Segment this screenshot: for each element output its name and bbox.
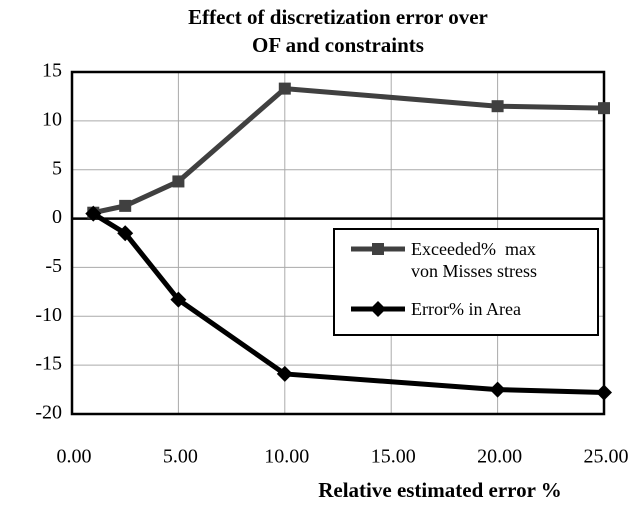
plot-frame	[70, 70, 606, 416]
legend: Exceeded% max von Misses stress Error% in…	[333, 228, 599, 336]
series-line	[91, 211, 605, 396]
marker	[491, 100, 504, 113]
marker	[172, 175, 185, 188]
y-tick-label: 10	[42, 108, 62, 130]
chart-title: OF and constraints	[252, 33, 424, 57]
legend-entry: Exceeded% max von Misses stress	[349, 238, 566, 282]
y-tick-label: -15	[35, 353, 62, 375]
marker	[489, 381, 506, 398]
x-tick-label: 10.00	[264, 446, 309, 468]
marker	[278, 82, 291, 95]
marker	[370, 301, 386, 317]
y-tick-label: -10	[35, 304, 62, 326]
x-tick-label: 15.00	[371, 446, 416, 468]
x-axis-label: Relative estimated error %	[318, 478, 562, 502]
x-tick-label: 25.00	[584, 446, 629, 468]
marker	[598, 102, 610, 115]
x-tick-label: 5.00	[163, 446, 198, 468]
marker	[119, 199, 132, 212]
y-tick-label: -5	[45, 255, 62, 277]
legend-entry: Error% in Area	[349, 298, 566, 320]
marker	[117, 225, 134, 242]
series-line	[92, 86, 605, 216]
legend-symbol	[351, 243, 405, 255]
marker	[276, 365, 293, 382]
marker	[372, 243, 384, 255]
x-tick-label: 20.00	[477, 446, 522, 468]
y-tick-label: 0	[52, 206, 62, 228]
legend-label: Exceeded% max von Misses stress	[411, 239, 541, 281]
chart-title: Effect of discretization error over	[188, 5, 488, 29]
y-tick-label: 15	[42, 60, 62, 82]
legend-symbol	[351, 301, 405, 317]
y-tick-label: 5	[52, 157, 62, 179]
legend-label: Error% in Area	[411, 299, 521, 319]
marker	[85, 205, 102, 222]
marker	[596, 384, 612, 401]
marker	[170, 291, 187, 308]
x-tick-label: 0.00	[57, 446, 92, 468]
y-tick-label: -20	[35, 402, 62, 424]
